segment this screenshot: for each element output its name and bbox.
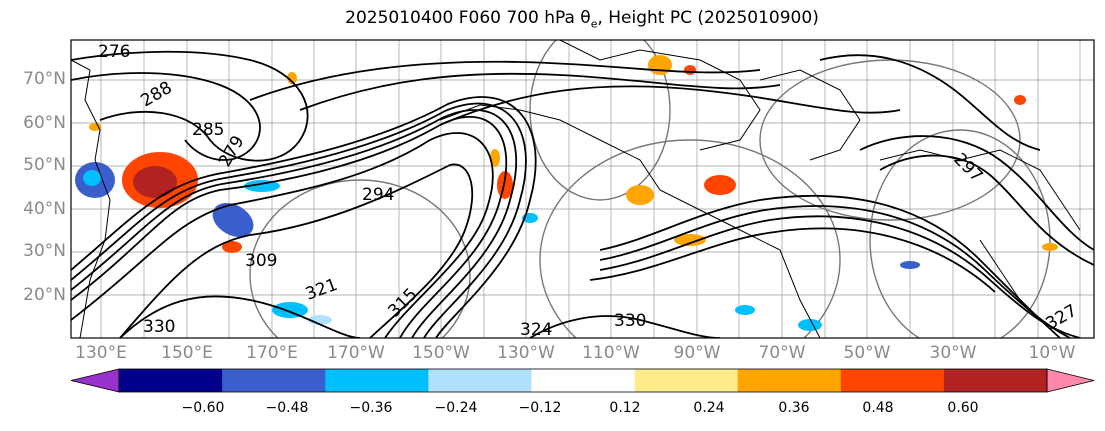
colorbar-segment (737, 369, 842, 392)
lon-label-30w: 30°W (929, 343, 977, 363)
colorbar-tick: −0.60 (181, 400, 225, 416)
colorbar-segment (325, 369, 429, 392)
colorbar-tick: −0.48 (265, 400, 309, 416)
colorbar-segment (428, 369, 532, 392)
colorbar-segment (222, 369, 326, 392)
colorbar-segment (119, 369, 223, 392)
colorbar-tick: 0.60 (947, 400, 979, 416)
lon-label-170w: 170°W (327, 343, 385, 363)
colorbar-tick: −0.36 (349, 400, 393, 416)
grey-contours (249, 40, 1051, 338)
lon-label-110w: 110°W (582, 343, 640, 363)
colorbar-extend-low (70, 368, 120, 393)
colorbar-segment (634, 369, 739, 392)
contour-label: 324 (520, 320, 552, 340)
colorbar-border (118, 368, 1048, 393)
colorbar-tick: 0.24 (693, 400, 725, 416)
colorbar-segment (943, 369, 1048, 392)
height-contours (71, 50, 1094, 338)
lat-label-50n: 50°N (23, 155, 66, 175)
colorbar-tick: 0.12 (609, 400, 641, 416)
contour-label: 276 (98, 42, 130, 62)
lon-label-170e: 170°E (246, 343, 298, 363)
lon-label-70w: 70°W (758, 343, 806, 363)
contour-label: 309 (245, 251, 277, 271)
lat-label-60n: 60°N (23, 113, 66, 133)
lat-label-70n: 70°N (23, 69, 66, 89)
lon-label-150e: 150°E (161, 343, 213, 363)
colorbar-extend-high (1046, 368, 1095, 393)
contour-label: 330 (614, 311, 646, 331)
lon-label-50w: 50°W (843, 343, 891, 363)
colorbar-tick: −0.24 (434, 400, 478, 416)
colorbar (70, 368, 1095, 393)
colorbar-tick: 0.48 (862, 400, 894, 416)
lon-label-130w: 130°W (497, 343, 555, 363)
anomaly-shading (75, 55, 1058, 331)
lat-label-40n: 40°N (23, 199, 66, 219)
lon-label-90w: 90°W (673, 343, 721, 363)
lon-label-10w: 10°W (1028, 343, 1076, 363)
colorbar-tick: −0.12 (518, 400, 562, 416)
contour-label: 294 (362, 185, 394, 205)
contour-label: 330 (143, 317, 175, 337)
coastlines (71, 40, 1081, 338)
colorbar-segment (840, 369, 945, 392)
lon-label-130e: 130°E (75, 343, 127, 363)
lat-label-30n: 30°N (23, 241, 66, 261)
map-title: 2025010400 F060 700 hPa θe, Height PC (2… (345, 8, 819, 31)
colorbar-tick: 0.36 (778, 400, 810, 416)
contour-label: 285 (192, 120, 224, 140)
lat-label-20n: 20°N (23, 285, 66, 305)
colorbar-segment (531, 369, 636, 392)
lon-label-150w: 150°W (412, 343, 470, 363)
